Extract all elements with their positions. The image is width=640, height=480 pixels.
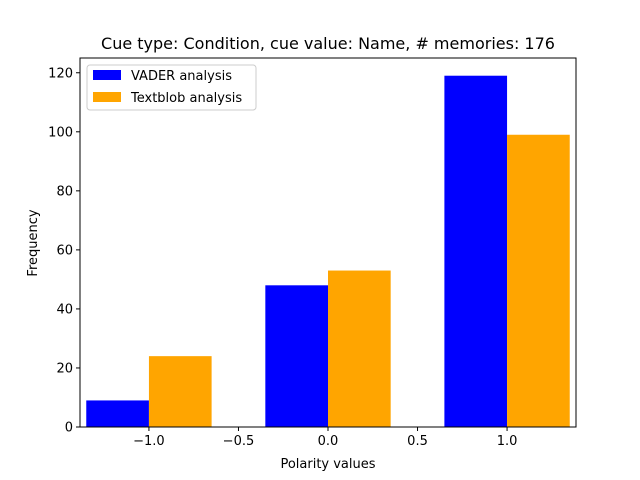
chart-title: Cue type: Condition, cue value: Name, # …	[101, 34, 555, 53]
y-tick-label: 40	[56, 302, 73, 317]
legend: VADER analysis Textblob analysis	[86, 64, 257, 111]
bar-vader-analysis-0	[86, 400, 149, 427]
legend-label-vader: VADER analysis	[131, 69, 232, 84]
y-tick-label: 0	[65, 421, 73, 436]
bar-textblob-analysis-0	[148, 356, 212, 427]
x-tick-label: 1.0	[497, 434, 518, 449]
y-tick-label: 120	[48, 66, 73, 81]
y-tick-label: 80	[56, 184, 73, 199]
legend-box	[86, 64, 257, 111]
x-tick-label: −1.0	[133, 434, 165, 449]
plot-frame	[79, 57, 577, 428]
ticks-group: −1.0 −0.5 0.0 0.5 1.0 0 20 40 60 80 100 120	[48, 66, 517, 449]
bar-vader-analysis-1	[265, 285, 328, 427]
legend-label-textblob: Textblob analysis	[130, 91, 242, 106]
x-tick-label: 0.0	[318, 434, 339, 449]
y-axis-label: Frequency	[26, 209, 41, 276]
x-tick-label: 0.5	[407, 434, 428, 449]
legend-swatch-textblob	[93, 92, 121, 102]
bar-textblob-analysis-1	[328, 270, 391, 427]
bars-group	[86, 75, 570, 427]
legend-swatch-vader	[93, 70, 121, 80]
y-tick-label: 20	[56, 361, 73, 376]
y-tick-label: 60	[56, 243, 73, 258]
bar-textblob-analysis-2	[507, 134, 570, 427]
x-axis-label: Polarity values	[280, 457, 375, 472]
bar-vader-analysis-2	[444, 75, 508, 427]
x-tick-label: −0.5	[223, 434, 255, 449]
y-tick-label: 100	[48, 125, 73, 140]
